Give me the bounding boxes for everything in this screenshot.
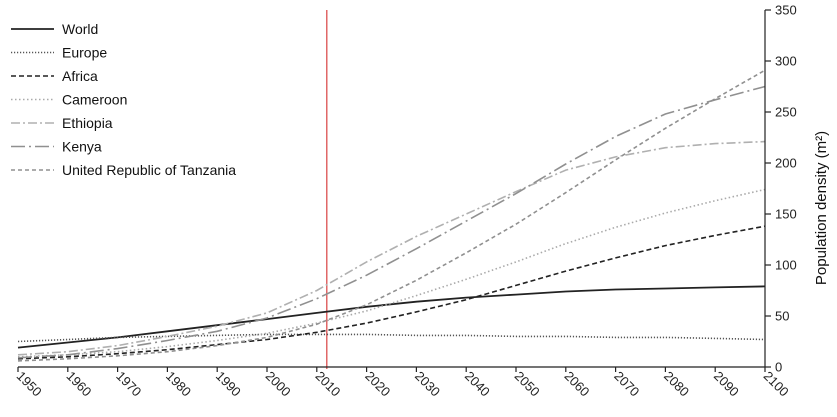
x-tick-label: 2090 — [711, 368, 742, 399]
x-tick-label: 1970 — [113, 368, 144, 399]
x-tick-label: 2020 — [362, 368, 393, 399]
legend-label: Cameroon — [62, 92, 127, 108]
legend-item-united-republic-of-tanzania: United Republic of Tanzania — [11, 162, 236, 178]
series-line-kenya — [17, 85, 766, 359]
x-tick-label: 2100 — [761, 368, 792, 399]
x-tick-label: 2030 — [412, 368, 443, 399]
y-tick-label: 150 — [775, 207, 797, 222]
y-tick-label: 200 — [775, 156, 797, 171]
legend-item-ethiopia: Ethiopia — [11, 115, 113, 131]
series-line-united-republic-of-tanzania — [17, 69, 766, 362]
x-tick-label: 2040 — [462, 368, 493, 399]
y-tick-label: 100 — [775, 258, 797, 273]
y-axis: 0 50 100 150 200 250 300 350 — [764, 3, 797, 375]
x-tick-label: 2050 — [512, 368, 543, 399]
y-tick-label: 0 — [775, 360, 782, 375]
x-axis: 1950 1960 1970 1980 1990 2000 2010 2020 2030 2040… — [14, 366, 792, 399]
series-lines — [17, 10, 766, 369]
x-tick-label: 1950 — [14, 368, 45, 399]
x-tick-label: 2000 — [263, 368, 294, 399]
x-tick-label: 1990 — [213, 368, 244, 399]
x-tick-label: 2070 — [611, 368, 642, 399]
series-line-cameroon — [17, 188, 766, 358]
y-tick-label: 50 — [775, 309, 789, 324]
legend-item-kenya: Kenya — [11, 139, 102, 155]
series-line-world — [17, 285, 766, 349]
legend-label: United Republic of Tanzania — [62, 162, 236, 178]
legend-label: Kenya — [62, 139, 102, 155]
y-tick-label: 350 — [775, 3, 797, 18]
series-line-africa — [17, 225, 766, 360]
x-tick-label: 2080 — [661, 368, 692, 399]
legend-item-africa: Africa — [11, 68, 98, 84]
legend-label: Ethiopia — [62, 115, 113, 131]
x-tick-label: 1960 — [63, 368, 94, 399]
legend-item-cameroon: Cameroon — [11, 92, 127, 108]
x-tick-label: 1980 — [163, 368, 194, 399]
x-tick-label: 2060 — [561, 368, 592, 399]
y-axis-title: Population density (m²) — [813, 131, 830, 285]
legend-item-europe: Europe — [11, 45, 107, 61]
legend-label: World — [62, 21, 98, 37]
legend: World Europe Africa Cameroon Ethiopia Kenya Un… — [11, 21, 236, 178]
legend-label: Europe — [62, 45, 107, 61]
x-tick-label: 2010 — [312, 368, 343, 399]
legend-item-world: World — [11, 21, 98, 37]
y-tick-label: 250 — [775, 105, 797, 120]
series-line-ethiopia — [17, 140, 766, 356]
y-tick-label: 300 — [775, 54, 797, 69]
legend-label: Africa — [62, 68, 98, 84]
